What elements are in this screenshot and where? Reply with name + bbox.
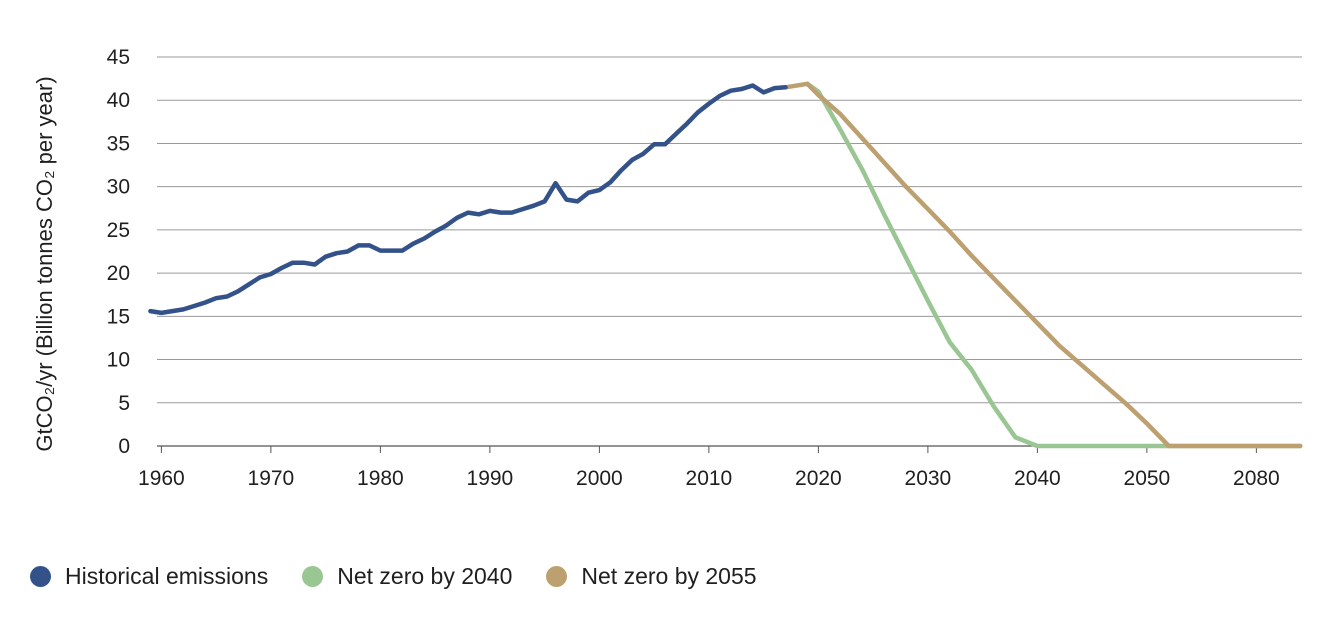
series-line-historical-emissions	[148, 83, 788, 316]
legend-item: Historical emissions	[30, 563, 268, 590]
y-tick-label: 20	[107, 262, 130, 285]
x-tick-label: 2030	[905, 467, 952, 490]
x-tick-label: 2050	[1124, 467, 1171, 490]
y-tick-label: 0	[118, 435, 130, 458]
x-tick-label: 2020	[795, 467, 842, 490]
legend-item: Net zero by 2055	[546, 563, 757, 590]
series-line-net-zero-by-2040	[805, 81, 1303, 449]
y-axis-ticks: 0 5 10 15 20 25 30 35 40 45	[107, 46, 130, 458]
x-axis-ticks: 1960 1970 1980 1990 2000 2010 2020 2030 2040 2050…	[138, 446, 1280, 490]
legend-swatch	[30, 566, 51, 587]
legend-swatch	[302, 566, 324, 587]
x-tick-label: 1960	[138, 467, 185, 490]
y-tick-label: 25	[107, 219, 130, 242]
legend-item: Net zero by 2040	[302, 563, 512, 590]
x-tick-label: 2080	[1233, 467, 1280, 490]
y-tick-label: 45	[107, 46, 130, 69]
y-tick-label: 10	[107, 349, 130, 372]
x-tick-label: 2010	[686, 467, 733, 490]
series-lines	[148, 81, 1303, 449]
x-tick-label: 1980	[357, 467, 404, 490]
x-tick-label: 1970	[248, 467, 295, 490]
legend-label: Net zero by 2055	[581, 563, 757, 589]
y-tick-label: 5	[118, 392, 130, 415]
legend-swatch	[546, 566, 568, 587]
legend: Historical emissions Net zero by 2040 Net …	[30, 563, 791, 590]
y-tick-label: 40	[107, 89, 130, 112]
y-tick-label: 30	[107, 176, 130, 199]
series-line-net-zero-by-2055	[783, 81, 1303, 449]
gridlines	[157, 56, 1302, 447]
x-tick-label: 2000	[576, 467, 623, 490]
y-tick-label: 35	[107, 132, 130, 155]
x-tick-label: 2040	[1014, 467, 1061, 490]
y-axis-label: GtCO₂/yr (Billion tonnes CO₂ per year)	[32, 76, 57, 451]
x-tick-label: 1990	[467, 467, 514, 490]
legend-label: Historical emissions	[65, 563, 269, 589]
y-tick-label: 15	[107, 305, 130, 328]
legend-label: Net zero by 2040	[337, 563, 513, 589]
